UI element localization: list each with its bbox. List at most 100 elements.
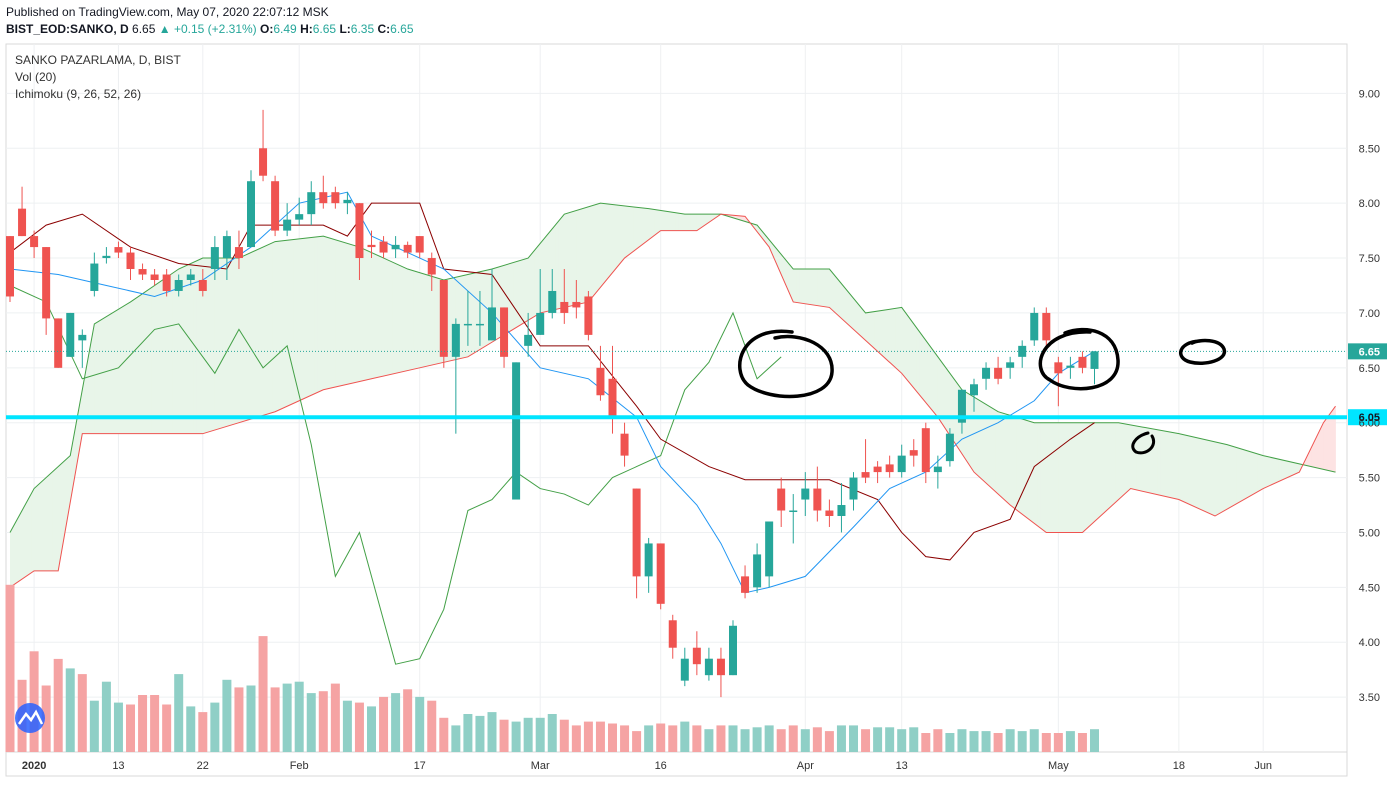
cloud-segment: [431, 276, 436, 366]
cloud-segment: [142, 291, 146, 434]
volume-bar: [29, 651, 39, 752]
cloud-segment: [1073, 422, 1077, 533]
candle-body: [548, 290, 557, 313]
cloud-segment: [302, 238, 306, 400]
volume-bar: [499, 719, 509, 752]
cloud-segment: [244, 253, 249, 421]
candle-body: [560, 301, 569, 313]
close-value: 6.65: [390, 22, 414, 36]
cloud-segment: [25, 499, 29, 578]
candle-body: [66, 312, 75, 357]
symbol-ohlc-line: BIST_EOD:SANKO, D 6.65 ▲ +0.15 (+2.31%) …: [6, 22, 414, 36]
cloud-segment: [1215, 441, 1219, 516]
cloud-segment: [389, 260, 393, 375]
cloud-segment: [666, 211, 671, 231]
y-tick-label: 7.00: [1359, 308, 1380, 320]
volume-bar: [1090, 729, 1099, 752]
cloud-segment: [347, 243, 351, 385]
candle-body: [644, 543, 653, 577]
candle-body: [42, 247, 51, 319]
candle-body: [716, 658, 725, 676]
last-price-tag: [1348, 343, 1387, 360]
cloud-segment: [868, 312, 872, 346]
cloud-segment: [181, 266, 186, 434]
x-tick-label: 2020: [22, 760, 46, 772]
cloud-segment: [247, 252, 252, 420]
cloud-segment: [1323, 418, 1327, 471]
cloud-segment: [1088, 422, 1092, 527]
cloud-segment: [1224, 443, 1228, 511]
cloud-segment: [251, 251, 255, 420]
cloud-segment: [974, 397, 978, 475]
volume-bar: [873, 727, 883, 752]
volume-bar: [981, 731, 991, 752]
cloud-segment: [859, 305, 863, 338]
cloud-segment: [1236, 447, 1240, 504]
cloud-segment: [1055, 422, 1059, 533]
volume-bar: [487, 712, 497, 752]
cloud-segment: [220, 258, 225, 429]
x-tick-label: 13: [112, 760, 124, 772]
cloud-segment: [1133, 425, 1138, 490]
cloud-segment: [1187, 435, 1192, 506]
cloud-segment: [139, 293, 143, 434]
cloud-segment: [612, 204, 616, 273]
volume-bar: [740, 729, 750, 752]
y-tick-label: 8.50: [1359, 143, 1380, 155]
cloud-segment: [983, 402, 987, 484]
cloud-segment: [1230, 445, 1234, 508]
cloud-segment: [205, 258, 210, 433]
cloud-segment: [977, 398, 981, 478]
cloud-segment: [1272, 457, 1276, 485]
cloud-segment: [154, 283, 159, 434]
cloud-segment: [660, 210, 665, 231]
cloud-segment: [208, 258, 213, 432]
candle-body: [1090, 351, 1099, 369]
cloud-segment: [916, 328, 921, 396]
open-label: O:: [260, 22, 274, 36]
cloud-segment: [257, 248, 261, 418]
cloud-segment: [103, 316, 107, 434]
cloud-segment: [705, 214, 710, 225]
candle-body: [741, 576, 750, 593]
cloud-segment: [949, 373, 954, 441]
cloud-segment: [1145, 427, 1150, 493]
cloud-segment: [579, 208, 583, 305]
cloud-segment: [392, 262, 396, 374]
candle-body: [30, 236, 39, 248]
volume-bar: [668, 725, 678, 752]
cloud-segment: [696, 214, 701, 231]
cloud-segment: [1233, 446, 1237, 506]
cloud-segment: [1082, 422, 1086, 533]
cloud-segment: [648, 208, 653, 240]
volume-bar: [186, 706, 196, 752]
candle-body: [162, 274, 171, 291]
cloud-segment: [410, 269, 415, 370]
cloud-segment: [618, 205, 622, 266]
cloud-segment: [428, 275, 433, 366]
cloud-segment: [1034, 422, 1038, 526]
cloud-segment: [235, 258, 240, 424]
cloud-segment: [359, 247, 363, 382]
volume-bar: [608, 723, 617, 752]
cloud-segment: [1079, 422, 1083, 533]
candle-body: [247, 181, 255, 248]
cloud-segment: [877, 310, 882, 355]
candle-body: [945, 433, 954, 462]
cloud-segment: [1148, 428, 1153, 494]
cloud-segment: [636, 207, 641, 249]
cloud-segment: [166, 275, 171, 434]
cloud-segment: [874, 311, 878, 352]
volume-bar: [174, 674, 184, 752]
volume-bar: [1077, 733, 1087, 752]
cloud-segment: [687, 214, 692, 231]
volume-bar: [210, 702, 220, 752]
y-tick-label: 6.00: [1359, 418, 1380, 430]
cloud-segment: [609, 204, 613, 277]
cloud-segment: [805, 269, 809, 305]
volume-bar: [861, 729, 871, 752]
candle-body: [1078, 356, 1087, 368]
cloud-segment: [699, 214, 704, 229]
open-value: 6.49: [273, 22, 297, 36]
